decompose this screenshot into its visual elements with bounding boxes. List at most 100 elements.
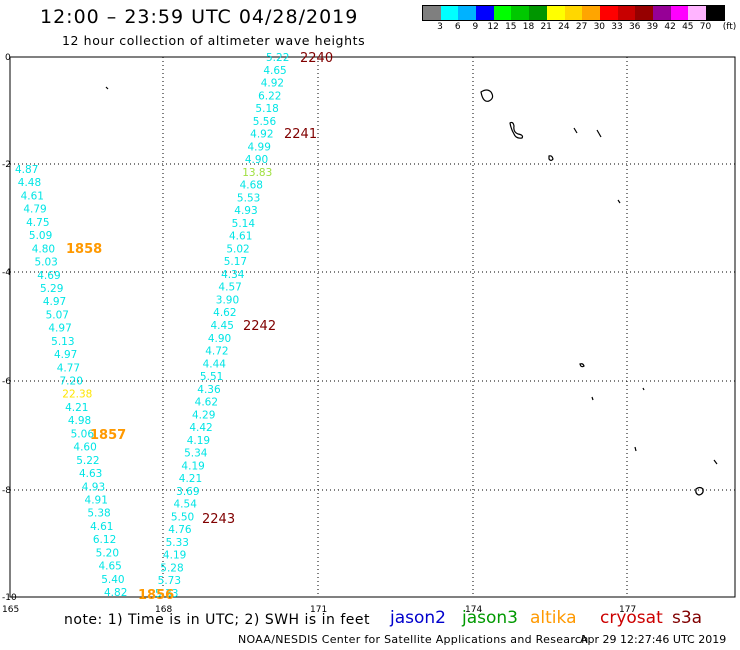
color-swatch: [423, 6, 441, 20]
swh-label-right-track: 3.69: [176, 486, 199, 498]
swh-label-right-track: 5.14: [232, 218, 256, 230]
swh-label-right-track: 5.02: [226, 243, 249, 255]
swh-label-right-track: 5.51: [200, 371, 223, 383]
pass-time-label: 2243: [202, 512, 235, 527]
swh-label-left-track: 5.09: [29, 230, 52, 242]
swh-label-right-track: 5.50: [171, 511, 194, 523]
swh-label-right-track: 4.76: [168, 524, 192, 536]
pass-time-label: 1856: [138, 588, 174, 603]
island-outline: [480, 89, 494, 102]
map-frame: [9, 56, 736, 598]
swh-label-right-track: 4.68: [240, 180, 263, 192]
x-tick-label: 165: [2, 605, 19, 615]
swh-label-right-track: 4.72: [205, 346, 228, 358]
swh-label-left-track: 4.97: [54, 349, 77, 361]
color-scale-label: 33: [611, 22, 623, 32]
color-swatch: [564, 6, 583, 20]
swh-label-right-track: 4.93: [234, 205, 257, 217]
swh-label-left-track: 4.77: [57, 362, 80, 374]
swh-label-left-track: 4.82: [104, 587, 127, 599]
swh-label-right-track: 5.33: [166, 537, 189, 549]
color-scale-label: 27: [575, 22, 588, 32]
swh-label-left-track: 4.97: [48, 323, 71, 335]
swh-label-right-track: 4.62: [195, 397, 218, 409]
swh-label-right-track: 5.73: [158, 575, 181, 587]
page-subtitle: 12 hour collection of altimeter wave hei…: [62, 33, 366, 48]
pass-time-label: 2240: [300, 51, 333, 66]
swh-label-left-track: 5.22: [76, 455, 99, 467]
swh-label-right-track: 4.92: [261, 78, 284, 90]
page-title: 12:00 – 23:59 UTC 04/28/2019: [40, 6, 359, 28]
island-outline: [695, 486, 704, 496]
x-tick-label: 168: [155, 605, 172, 615]
swh-label-left-track: 5.20: [96, 547, 119, 559]
swh-label-right-track: 4.42: [189, 422, 212, 434]
color-swatch: [688, 6, 706, 20]
swh-label-right-track: 4.36: [197, 384, 221, 396]
color-swatch: [670, 6, 689, 20]
color-swatch: [635, 6, 653, 20]
color-scale-label: (ft): [722, 22, 737, 32]
swh-label-left-track: 4.80: [32, 243, 55, 255]
island-outline: [617, 199, 621, 204]
pass-time-label: 2241: [284, 127, 317, 142]
color-scale-label: 24: [558, 22, 570, 32]
color-swatch: [458, 6, 477, 20]
color-scale-label: 3: [437, 22, 443, 32]
swh-label-right-track: 4.99: [248, 141, 271, 153]
swh-label-left-track: 4.97: [43, 296, 66, 308]
color-scale-label: 21: [540, 22, 552, 32]
color-scale-label: 15: [505, 22, 517, 32]
swh-label-left-track: 4.61: [21, 190, 44, 202]
color-scale-label: 9: [472, 22, 479, 32]
swh-label-right-track: 4.19: [187, 435, 210, 447]
swh-label-right-track: 4.62: [213, 307, 236, 319]
swh-label-right-track: 4.19: [181, 460, 204, 472]
swh-label-left-track: 5.07: [46, 309, 69, 321]
swh-label-left-track: 5.38: [87, 508, 110, 520]
swh-label-left-track: 4.93: [82, 481, 105, 493]
swh-label-right-track: 5.34: [184, 448, 208, 460]
island-outline: [579, 363, 585, 368]
island-outline: [713, 459, 718, 465]
color-scale-label: 6: [454, 22, 461, 32]
color-swatch: [582, 6, 600, 20]
swh-label-right-track: 4.29: [192, 409, 215, 421]
swh-label-right-track: 5.56: [253, 116, 277, 128]
color-scale-label: 36: [628, 22, 641, 32]
swh-label-right-track: 4.45: [211, 320, 234, 332]
satellite-legend-item: s3a: [672, 608, 703, 628]
swh-label-left-track: 4.98: [68, 415, 91, 427]
swh-label-right-track: 5.53: [237, 192, 260, 204]
color-swatch: [652, 6, 671, 20]
island-outline: [548, 155, 554, 162]
swh-label-left-track: 4.61: [90, 521, 113, 533]
swh-label-left-track: 5.40: [101, 574, 124, 586]
swh-label-right-track: 4.90: [245, 154, 268, 166]
color-scale-bar: [422, 5, 725, 21]
pass-time-label: 1857: [90, 428, 126, 443]
swh-label-left-track: 5.29: [40, 283, 63, 295]
swh-label-right-track: 4.57: [218, 282, 241, 294]
pass-time-label: 2242: [243, 319, 276, 334]
color-swatch: [706, 6, 724, 20]
swh-label-right-track: 4.19: [163, 550, 186, 562]
island-outline: [573, 127, 578, 134]
island-outline: [591, 396, 594, 401]
island-outline: [596, 129, 602, 138]
color-scale-label: 39: [646, 22, 659, 32]
swh-label-right-track: 13.83: [242, 167, 272, 179]
y-tick-label: -8: [2, 486, 11, 496]
swh-label-right-track: 4.61: [229, 231, 252, 243]
satellite-legend-item: jason3: [462, 608, 518, 628]
island-outline: [634, 446, 637, 452]
color-scale-label: 42: [664, 22, 676, 32]
color-swatch: [599, 6, 618, 20]
swh-label-left-track: 22.38: [62, 389, 92, 401]
units-note: note: 1) Time is in UTC; 2) SWH is in fe…: [64, 612, 371, 628]
swh-label-left-track: 4.79: [23, 204, 46, 216]
color-swatch: [511, 6, 530, 20]
island-outline: [105, 86, 109, 90]
x-tick-label: 177: [619, 605, 636, 615]
swh-label-left-track: 4.91: [85, 494, 108, 506]
